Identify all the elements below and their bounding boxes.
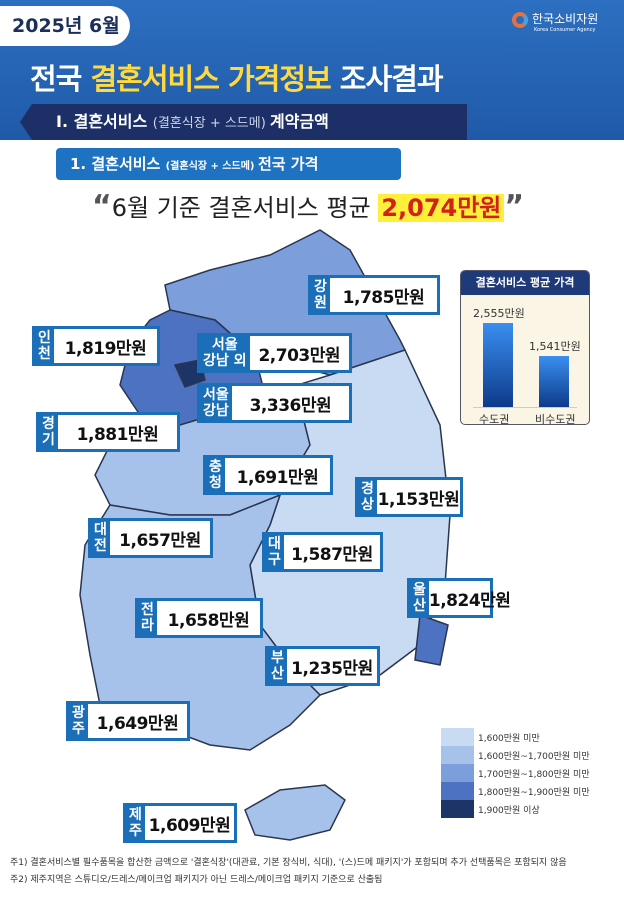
region-label-daegu: 대 구 1,587만원	[262, 532, 383, 572]
region-label-incheon: 인 천 1,819만원	[32, 326, 160, 366]
bar-value-label: 1,541만원	[529, 340, 581, 354]
bar-1	[539, 356, 569, 407]
region-label-chungcheong: 충 청 1,691만원	[203, 455, 333, 495]
bar-value-label: 2,555만원	[473, 307, 525, 321]
footnotes: 주1) 결혼서비스별 필수품목을 합산한 금액으로 '결혼식장'(대관료, 기본…	[10, 855, 567, 889]
page-title: 전국 결혼서비스 가격정보 조사결과	[30, 62, 444, 96]
region-label-jeju: 제 주 1,609만원	[123, 803, 237, 843]
logo-text: 한국소비자원	[532, 12, 599, 26]
date-badge: 2025년 6월	[0, 6, 130, 46]
legend-swatch	[441, 782, 474, 800]
region-jeju	[244, 784, 346, 841]
legend-item: 1,600만원~1,700만원 미만	[441, 746, 590, 764]
legend-swatch	[441, 746, 474, 764]
region-label-busan: 부 산 1,235만원	[265, 646, 380, 686]
legend-label: 1,900만원 이상	[478, 805, 540, 816]
logo-subtext: Korea Consumer Agency	[534, 27, 596, 33]
region-label-jeolla: 전 라 1,658만원	[135, 598, 263, 638]
footnote: 주2) 제주지역은 스튜디오/드레스/메이크업 패키지가 아닌 드레스/메이크업…	[10, 875, 383, 885]
legend-label: 1,800만원~1,900만원 미만	[478, 787, 590, 798]
region-label-ulsan: 울 산 1,824만원	[407, 578, 511, 618]
legend-label: 1,600만원 미만	[478, 733, 540, 744]
legend-item: 1,700만원~1,800만원 미만	[441, 764, 590, 782]
legend-label: 1,700만원~1,800만원 미만	[478, 769, 590, 780]
region-label-seoul-other: 서울 강남 외 2,703만원	[197, 333, 352, 373]
footnote: 주1) 결혼서비스별 필수품목을 합산한 금액으로 '결혼식장'(대관료, 기본…	[10, 858, 567, 868]
region-label-gwangju: 광 주 1,649만원	[66, 701, 190, 741]
legend-swatch	[441, 764, 474, 782]
average-headline: “6월 기준 결혼서비스 평균 2,074만원”	[92, 189, 525, 224]
legend-swatch	[441, 800, 474, 818]
logo-icon	[512, 12, 528, 28]
category-label: 수도권	[479, 413, 510, 425]
category-label: 비수도권	[535, 413, 576, 425]
legend-item: 1,800만원~1,900만원 미만	[441, 782, 590, 800]
map-legend: 1,600만원 미만 1,600만원~1,700만원 미만 1,700만원~1,80…	[441, 728, 590, 818]
region-label-daejeon: 대 전 1,657만원	[88, 518, 213, 558]
bar-0	[483, 323, 513, 407]
average-value: 2,074만원	[378, 194, 505, 222]
subsection-heading: 1. 결혼서비스 (결혼식장 + 스드메) 전국 가격	[56, 148, 401, 180]
region-label-gangwon: 강 원 1,785만원	[308, 275, 440, 315]
legend-label: 1,600만원~1,700만원 미만	[478, 751, 590, 762]
chart-title: 결혼서비스 평균 가격	[461, 271, 589, 295]
region-label-gyeongsang: 경 상 1,153만원	[355, 477, 463, 517]
legend-item: 1,900만원 이상	[441, 800, 590, 818]
region-ulsan	[414, 613, 449, 666]
legend-item: 1,600만원 미만	[441, 728, 590, 746]
chart-baseline	[473, 407, 577, 408]
region-label-seoul-gangnam: 서울 강남 3,336만원	[197, 383, 352, 423]
region-label-gyeonggi: 경 기 1,881만원	[36, 412, 180, 452]
legend-swatch	[441, 728, 474, 746]
section-heading: Ⅰ. 결혼서비스 (결혼식장 + 스드메) 계약금액	[20, 104, 467, 140]
